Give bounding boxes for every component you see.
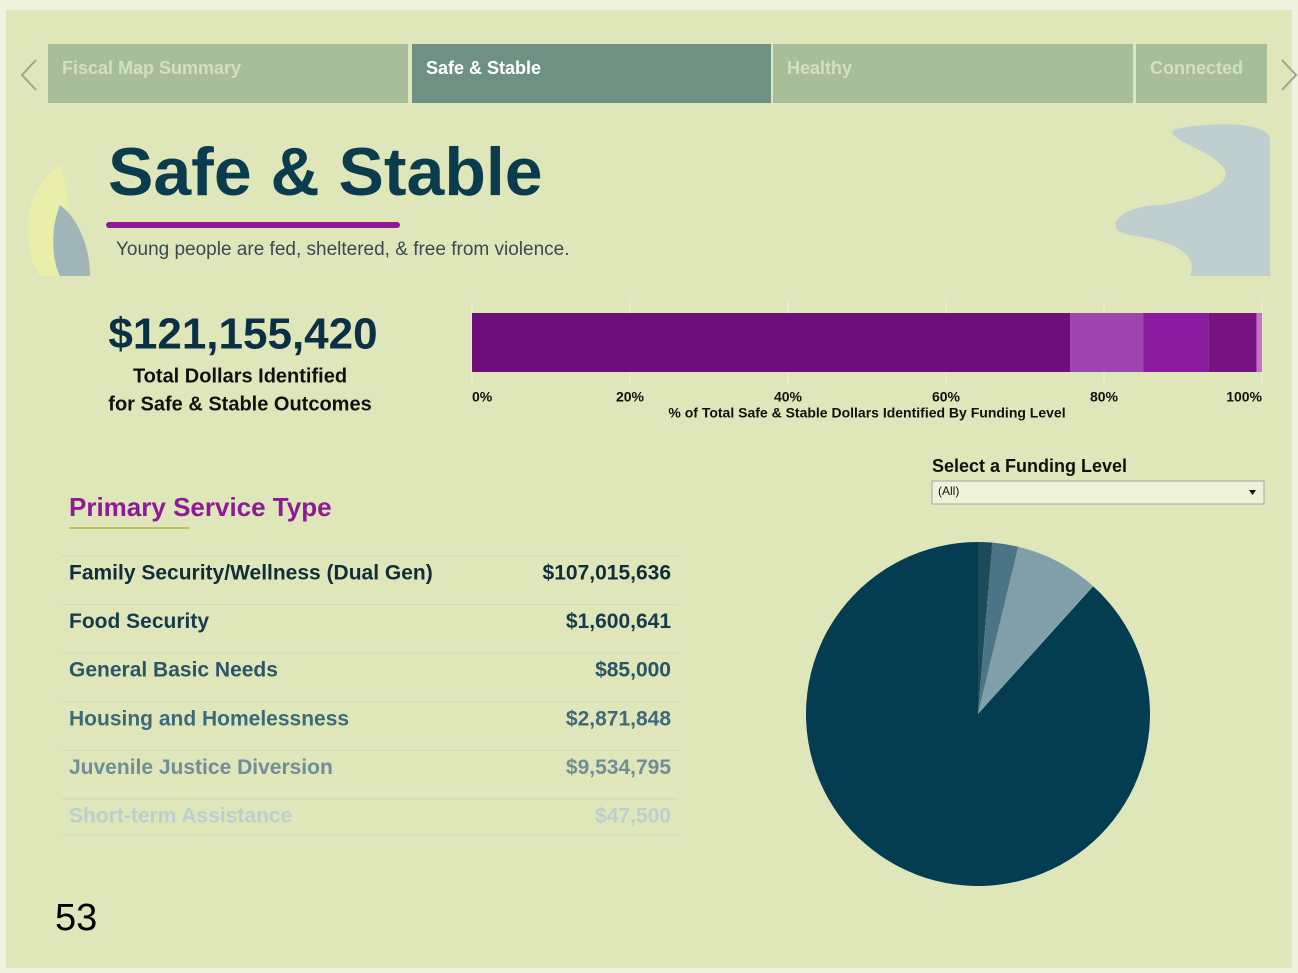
tab-label: Connected	[1150, 58, 1243, 78]
total-amount: $121,155,420	[108, 310, 377, 359]
row-value: $1,600,641	[566, 610, 671, 633]
x-tick-label: 40%	[774, 389, 803, 405]
row-value: $9,534,795	[566, 756, 671, 779]
pie-slice	[978, 542, 1019, 714]
page-title: Safe & Stable	[108, 134, 543, 210]
table-title: Primary Service Type	[69, 492, 332, 522]
x-tick-label: 60%	[932, 389, 961, 405]
pie-slice	[978, 542, 993, 714]
pie-slice	[806, 542, 1151, 886]
row-value: $2,871,848	[566, 707, 671, 730]
subtitle: Young people are fed, sheltered, & free …	[116, 239, 569, 260]
bar-segment	[1208, 313, 1257, 372]
leaf-decoration	[53, 205, 90, 276]
row-name: Family Security/Wellness (Dual Gen)	[69, 562, 433, 585]
filter-label: Select a Funding Level	[932, 456, 1127, 476]
tab[interactable]	[773, 44, 1133, 103]
x-tick-label: 80%	[1090, 389, 1119, 405]
filter-dropdown[interactable]	[931, 480, 1265, 505]
row-name: General Basic Needs	[69, 659, 278, 682]
row-name: Housing and Homelessness	[69, 707, 349, 730]
title-underline	[106, 222, 400, 228]
row-name: Juvenile Justice Diversion	[69, 756, 333, 779]
bar-segment	[472, 313, 1071, 372]
x-tick-label: 20%	[616, 389, 645, 405]
total-caption: Total Dollars Identified	[133, 365, 347, 387]
row-name: Short-term Assistance	[69, 805, 292, 828]
bar-segment	[1143, 313, 1209, 372]
tab-label: Fiscal Map Summary	[62, 58, 241, 78]
bar-segment	[1256, 313, 1262, 372]
tab-label: Safe & Stable	[426, 58, 541, 78]
next-arrow[interactable]	[1281, 59, 1298, 91]
filter-value: (All)	[938, 484, 959, 498]
dropdown-caret	[1249, 490, 1256, 495]
tab[interactable]	[412, 44, 771, 103]
tab-label: Healthy	[787, 58, 852, 78]
x-tick-label: 0%	[472, 389, 493, 405]
tab[interactable]	[1136, 44, 1267, 103]
page-number: 53	[55, 897, 97, 939]
x-tick-label: 100%	[1226, 389, 1262, 405]
row-value: $107,015,636	[543, 562, 671, 585]
pie-slice	[978, 546, 1093, 714]
row-name: Food Security	[69, 610, 209, 633]
prev-arrow[interactable]	[20, 59, 37, 91]
table-title-underline	[69, 527, 189, 529]
x-axis-label: % of Total Safe & Stable Dollars Identif…	[668, 405, 1065, 421]
row-value: $85,000	[595, 659, 671, 682]
blob-decoration	[1115, 124, 1270, 276]
bar-segment	[1070, 313, 1144, 372]
pie-slice	[978, 585, 1094, 714]
tab[interactable]	[48, 44, 408, 103]
row-value: $47,500	[595, 805, 671, 828]
total-caption: for Safe & Stable Outcomes	[108, 393, 371, 415]
pie-slice	[978, 542, 994, 714]
